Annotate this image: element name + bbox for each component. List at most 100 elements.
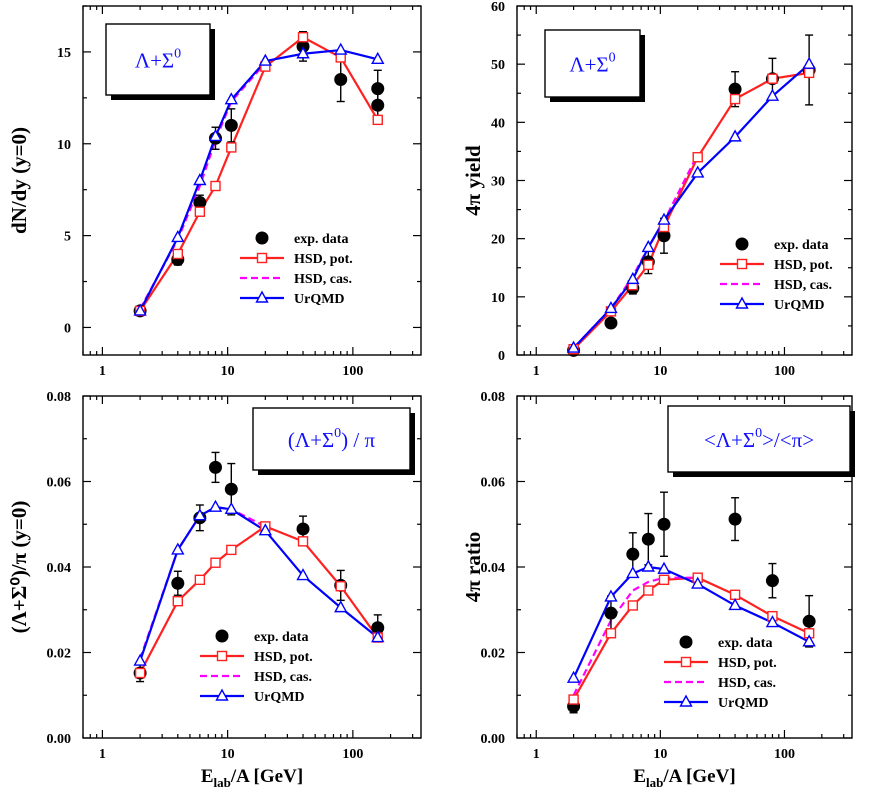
data-point	[692, 152, 703, 163]
series-line-hsd-cas-	[572, 576, 698, 696]
data-point	[296, 46, 310, 59]
label-box	[667, 405, 851, 473]
data-point	[210, 557, 221, 568]
data-point	[372, 114, 383, 126]
panel-label: Λ+Σ0	[569, 51, 615, 77]
data-point	[371, 82, 385, 96]
legend-label: UrQMD	[718, 696, 769, 711]
data-point	[802, 56, 816, 69]
panel-tl: 1 10 100 0 5 10 15 dN/dy (y=0) exp. data HSD, pot…	[7, 5, 422, 379]
legend-label: HSD, pot.	[718, 656, 777, 671]
data-point	[171, 576, 185, 590]
x-tick-label: 10	[221, 364, 235, 379]
data-point	[765, 615, 780, 628]
data-point	[334, 72, 348, 86]
data-point	[133, 303, 147, 316]
legend-label: exp. data	[774, 238, 828, 253]
data-point	[658, 574, 670, 586]
legend-label: HSD, pot.	[254, 650, 313, 665]
x-axis-label: Elab/A [GeV]	[201, 766, 303, 790]
legend-marker	[215, 629, 229, 643]
data-point	[641, 532, 655, 546]
data-point	[208, 460, 222, 474]
y-tick-label: 0.08	[47, 390, 72, 405]
y-tick-label: 50	[491, 58, 505, 73]
data-point	[691, 576, 705, 589]
data-point	[371, 98, 385, 112]
y-tick-label: 0	[498, 349, 505, 364]
series-line-hsd-cas-	[572, 153, 699, 349]
data-point	[657, 229, 671, 243]
label-box	[544, 29, 641, 98]
y-axis-label: 4π ratio	[461, 532, 485, 602]
y-tick-label: 20	[491, 233, 505, 248]
data-point	[627, 600, 639, 611]
data-point	[604, 606, 618, 620]
legend-label: exp. data	[294, 232, 348, 247]
data-point	[134, 667, 146, 679]
x-tick-label: 10	[221, 747, 235, 762]
y-tick-label: 40	[491, 116, 505, 131]
data-point	[258, 53, 273, 66]
data-point	[226, 142, 237, 153]
y-tick-label: 0.04	[481, 561, 506, 576]
legend-label: HSD, pot.	[774, 258, 833, 273]
data-point	[172, 596, 183, 607]
legend-marker	[735, 237, 749, 251]
data-point	[224, 501, 238, 514]
data-point	[604, 589, 618, 602]
legend-marker	[255, 290, 269, 303]
data-point	[258, 523, 273, 536]
data-point	[194, 574, 206, 586]
data-point	[224, 92, 238, 105]
data-point	[194, 206, 206, 217]
data-point	[210, 180, 221, 192]
data-point	[371, 630, 385, 643]
y-tick-label: 60	[491, 0, 505, 15]
data-point	[767, 73, 778, 84]
panel-label: <Λ+Σ0>/<π>	[704, 426, 814, 452]
x-tick-label: 10	[653, 364, 667, 379]
data-point	[224, 118, 238, 132]
panel-br: 1 10 100 0.00 0.02 0.04 0.06 0.08 4π ratio exp. d…	[461, 390, 855, 790]
x-tick-label: 100	[774, 364, 795, 379]
data-point	[224, 482, 238, 496]
y-tick-label: 10	[491, 291, 505, 306]
legend-marker	[215, 688, 229, 701]
y-tick-label: 10	[57, 138, 71, 153]
data-point	[802, 614, 816, 628]
data-point	[566, 340, 581, 353]
legend-marker	[736, 258, 748, 270]
data-point	[568, 694, 579, 705]
legend-label: HSD, pot.	[294, 252, 353, 267]
data-point	[193, 173, 207, 186]
legend-label: exp. data	[254, 630, 308, 645]
y-tick-label: 0	[64, 321, 71, 336]
y-tick-label: 0.00	[47, 732, 72, 747]
data-point	[626, 565, 640, 579]
y-tick-label: 0.08	[481, 390, 506, 405]
panel-bl: 1 10 100 0.00 0.02 0.04 0.06 0.08 (Λ+Σ⁰)/π (y=0)…	[7, 390, 422, 790]
panel-tr: 1 10 100 0 10 20 30 40 50 60 4π yield exp. data HSD,…	[461, 0, 853, 379]
data-point	[728, 129, 742, 142]
panel-label: (Λ+Σ0) / π	[288, 426, 376, 452]
data-point	[297, 536, 309, 547]
y-tick-label: 0.02	[47, 647, 72, 662]
panel-label: Λ+Σ0	[135, 47, 181, 73]
legend-label: UrQMD	[294, 292, 345, 307]
data-point	[296, 522, 310, 536]
x-tick-label: 100	[342, 747, 363, 762]
legend-label: HSD, cas.	[774, 278, 832, 293]
legend-marker	[679, 635, 693, 649]
y-tick-label: 30	[491, 175, 505, 190]
y-tick-label: 0.02	[481, 647, 506, 662]
data-point	[171, 542, 185, 555]
data-point	[657, 561, 671, 574]
legend-label: UrQMD	[774, 298, 825, 313]
data-point	[334, 42, 348, 55]
data-point	[371, 51, 385, 64]
label-box	[105, 23, 211, 96]
y-tick-label: 0.06	[47, 476, 72, 491]
data-point	[193, 508, 207, 521]
